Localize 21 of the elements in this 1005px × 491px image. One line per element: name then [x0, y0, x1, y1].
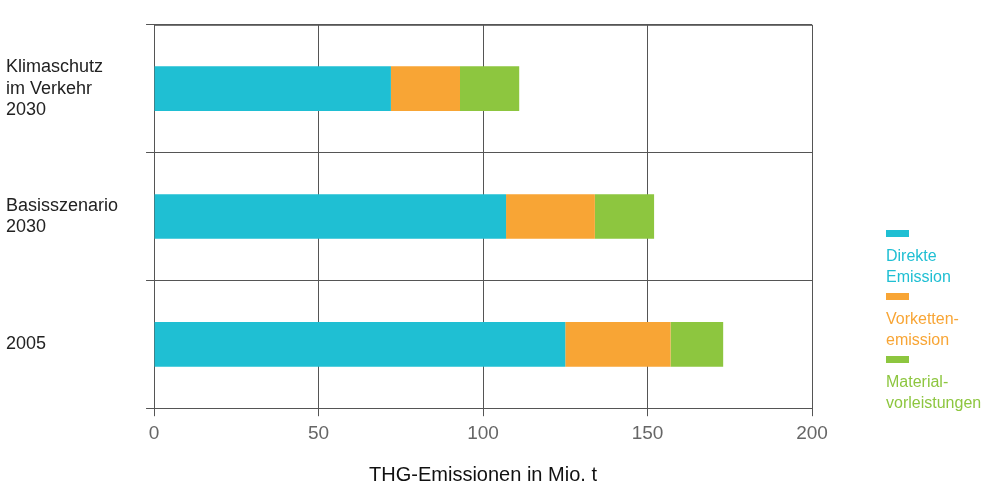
y-tick-label: Klimaschutz im Verkehr 2030: [6, 56, 104, 120]
x-axis-title: THG-Emissionen in Mio. t: [369, 462, 598, 485]
bar: [390, 66, 460, 112]
bar: [565, 321, 671, 367]
bar: [154, 66, 391, 112]
x-tick-label: 50: [307, 421, 330, 443]
y-tick-label: Basisszenario 2030: [6, 194, 119, 237]
x-tick-label: 150: [631, 421, 664, 443]
x-tick-label: 100: [467, 421, 499, 443]
bar: [460, 66, 520, 112]
x-tick-label: 0: [148, 421, 160, 443]
bar: [670, 321, 724, 367]
legend-label: Vorketten- emission: [886, 309, 960, 350]
y-tick-label: 2005: [6, 333, 47, 354]
x-tick-label: 200: [796, 421, 828, 443]
bar: [594, 194, 655, 239]
legend-label: Material- vorleistungen: [886, 372, 982, 413]
bar: [154, 321, 566, 367]
bar: [506, 194, 595, 239]
legend-label: Direkte Emission: [886, 246, 952, 287]
bar: [154, 194, 507, 239]
